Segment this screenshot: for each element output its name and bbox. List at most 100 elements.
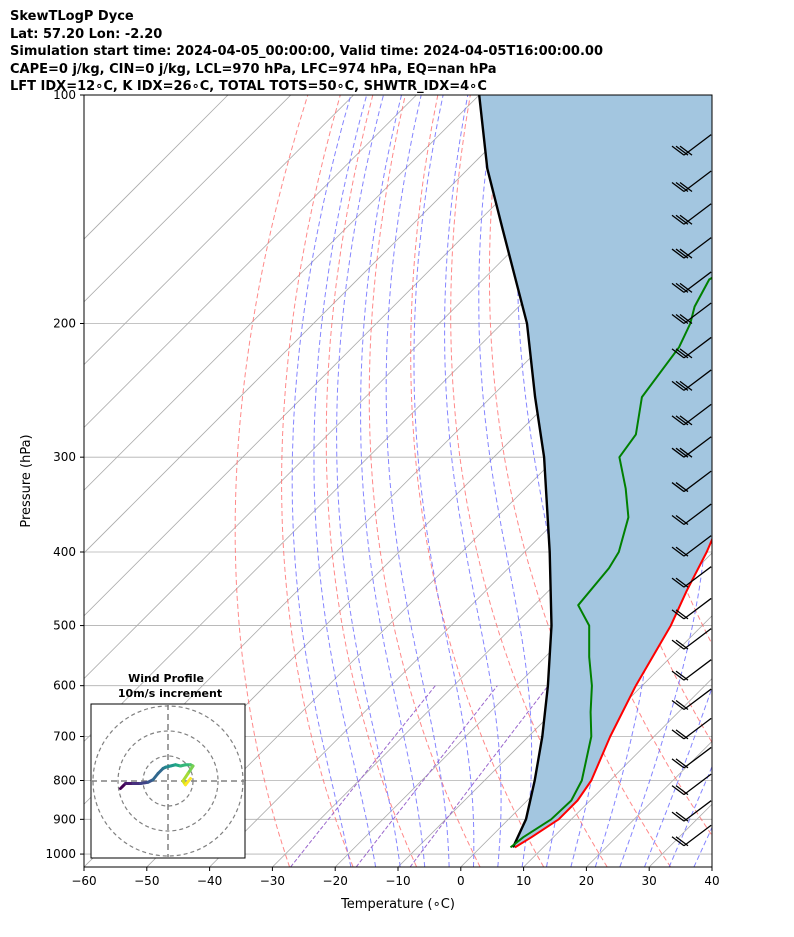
y-tick-label: 900 (53, 812, 76, 826)
barb-flag (675, 380, 689, 391)
barb-flag (679, 282, 693, 293)
barb-flag (675, 546, 689, 557)
wind-barb (671, 773, 712, 796)
y-tick-label: 500 (53, 619, 76, 633)
mixing-ratio-line (409, 685, 549, 867)
moist-adiabat (291, 95, 352, 867)
coords-line: Lat: 57.20 Lon: -2.20 (10, 26, 163, 42)
barb-staff (683, 470, 712, 493)
isotherm-line (84, 95, 543, 554)
barb-flag (671, 514, 685, 526)
y-tick-label: 200 (53, 317, 76, 331)
dry-adiabat (730, 95, 794, 867)
moist-adiabat (313, 95, 377, 867)
barb-flag (679, 214, 693, 225)
barb-flag (675, 758, 689, 769)
barb-flag (671, 670, 685, 681)
wind-barb (671, 628, 712, 650)
cape-fill (479, 95, 712, 848)
indices-line-1: CAPE=0 j/kg, CIN=0 j/kg, LCL=970 hPa, LF… (10, 61, 497, 77)
barb-flag (675, 348, 689, 359)
barb-flag (675, 729, 689, 740)
barb-staff (683, 566, 712, 588)
temperature-line (514, 537, 712, 849)
moist-adiabat (644, 686, 712, 867)
wind-barb (671, 336, 712, 359)
wind-barb (671, 134, 712, 156)
title-block: SkewTLogP Dyce Lat: 57.20 Lon: -2.20 Sim… (10, 8, 603, 96)
x-tick-label: −50 (134, 874, 159, 888)
barb-staff (683, 717, 712, 740)
y-tick-label: 600 (53, 679, 76, 693)
barb-flag (671, 181, 685, 193)
barb-flag (671, 639, 685, 650)
barb-flag (675, 811, 689, 822)
wind-barb (671, 436, 712, 458)
barb-staff (683, 659, 712, 681)
barb-flag (679, 380, 693, 391)
y-tick-label: 100 (53, 88, 76, 102)
barb-flag (671, 699, 685, 711)
barb-staff (683, 773, 712, 796)
moist-adiabat (516, 95, 567, 867)
times-line: Simulation start time: 2024-04-05_00:00:… (10, 44, 603, 59)
barb-flag (671, 282, 685, 293)
isotherm-line (84, 95, 229, 240)
x-tick-label: 0 (457, 874, 465, 888)
barb-flag (671, 729, 685, 740)
dry-adiabat (450, 95, 608, 867)
dry-adiabat (368, 95, 481, 867)
barb-flag (671, 248, 685, 259)
wind-barb (671, 659, 712, 681)
barb-staff (683, 628, 712, 650)
barb-flag (671, 546, 685, 557)
barb-flag (675, 699, 689, 711)
wind-barb (671, 566, 712, 588)
y-axis-label: Pressure (hPa) (19, 434, 34, 527)
wind-barb (671, 800, 712, 822)
barb-flag (679, 181, 693, 193)
moist-adiabat (336, 95, 401, 867)
barb-flag (675, 514, 689, 526)
dry-adiabat (325, 95, 418, 867)
barb-staff (683, 503, 712, 526)
dry-adiabat (763, 95, 794, 867)
barb-flag (675, 214, 689, 225)
hodograph-subtitle: 10m/s increment (118, 687, 222, 700)
mixing-ratio-line (355, 685, 498, 867)
isotherm-line (84, 95, 292, 303)
hodograph-segment (186, 764, 195, 775)
dewpoint-line (509, 276, 712, 849)
wind-barb (671, 369, 712, 391)
isotherm-line (84, 95, 606, 617)
x-tick-label: 20 (579, 874, 594, 888)
wind-barb (671, 203, 712, 225)
isotherm-line (334, 489, 712, 867)
isotherm-line (84, 95, 480, 491)
barb-flag (671, 811, 685, 822)
isotherm-line (146, 301, 712, 867)
barb-staff (683, 746, 712, 769)
wind-barb (671, 302, 712, 325)
barb-flag (671, 482, 685, 493)
moist-adiabat (444, 95, 502, 867)
wind-barb (671, 717, 712, 740)
barb-flag (671, 313, 685, 325)
barb-flag (679, 313, 693, 325)
wind-barb (671, 746, 712, 769)
barb-flag (671, 785, 685, 796)
hodograph-ring (117, 730, 219, 832)
moist-adiabat (478, 95, 533, 867)
y-tick-label: 1000 (45, 847, 76, 861)
barb-flag (679, 348, 693, 359)
barb-flag (675, 313, 689, 325)
x-axis-label: Temperature (∘C) (340, 897, 455, 912)
barb-flag (671, 447, 685, 458)
barb-flag (679, 248, 693, 259)
wind-barb (671, 597, 712, 620)
x-tick-label: 30 (642, 874, 657, 888)
wind-barb (671, 237, 712, 259)
barb-staff (683, 535, 712, 557)
barb-flag (671, 577, 685, 588)
wind-barb (671, 824, 712, 847)
